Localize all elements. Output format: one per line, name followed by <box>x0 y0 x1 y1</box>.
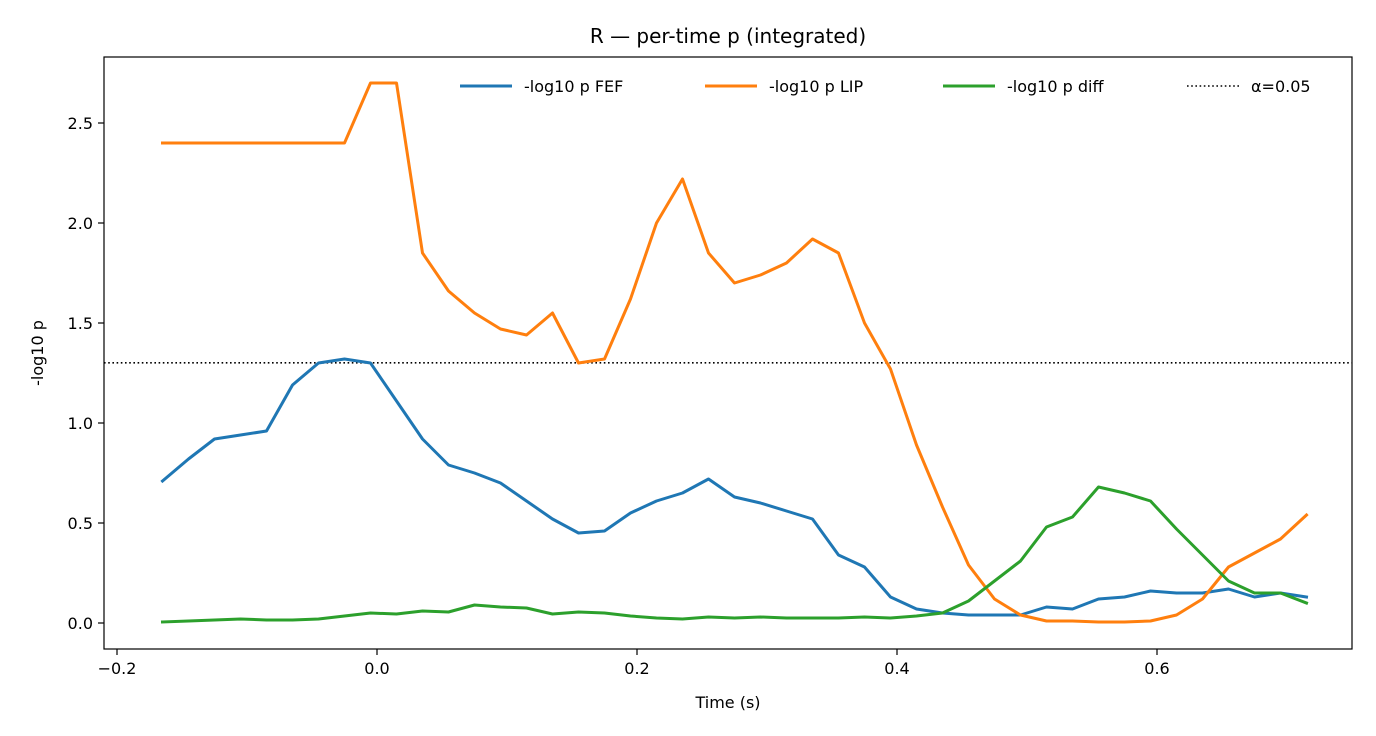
legend-label-1: -log10 p LIP <box>769 77 863 96</box>
x-tick-label: 0.2 <box>624 659 649 678</box>
x-tick-label: 0.6 <box>1144 659 1169 678</box>
series-line-1 <box>161 81 1309 624</box>
legend-label-0: -log10 p FEF <box>524 77 623 96</box>
y-tick-label: 2.5 <box>68 114 93 133</box>
axes: −0.2 0.0 0.2 0.4 0.6 0.0 0.5 1.0 1.5 2.0 2.5 <box>68 56 1353 678</box>
y-axis-title: -log10 p <box>28 320 47 386</box>
legend-label-3: α=0.05 <box>1251 77 1311 96</box>
y-tick-label: 2.0 <box>68 214 93 233</box>
chart-title: R — per-time p (integrated) <box>590 24 866 48</box>
series-line-2 <box>160 485 1309 624</box>
axes-frame <box>103 56 1353 650</box>
x-axis-title: Time (s) <box>694 693 760 712</box>
x-tick-label: −0.2 <box>98 659 137 678</box>
legend-label-2: -log10 p diff <box>1007 77 1104 96</box>
y-tick-label: 0.0 <box>68 614 93 633</box>
y-tick-label: 1.5 <box>68 314 93 333</box>
x-tick-label: 0.0 <box>364 659 389 678</box>
y-tick-label: 0.5 <box>68 514 93 533</box>
x-tick-label: 0.4 <box>884 659 909 678</box>
series-line-0 <box>160 357 1309 617</box>
plot-area <box>104 81 1352 624</box>
y-tick-label: 1.0 <box>68 414 93 433</box>
legend: -log10 p FEF -log10 p LIP -log10 p diff α=0… <box>460 77 1311 96</box>
